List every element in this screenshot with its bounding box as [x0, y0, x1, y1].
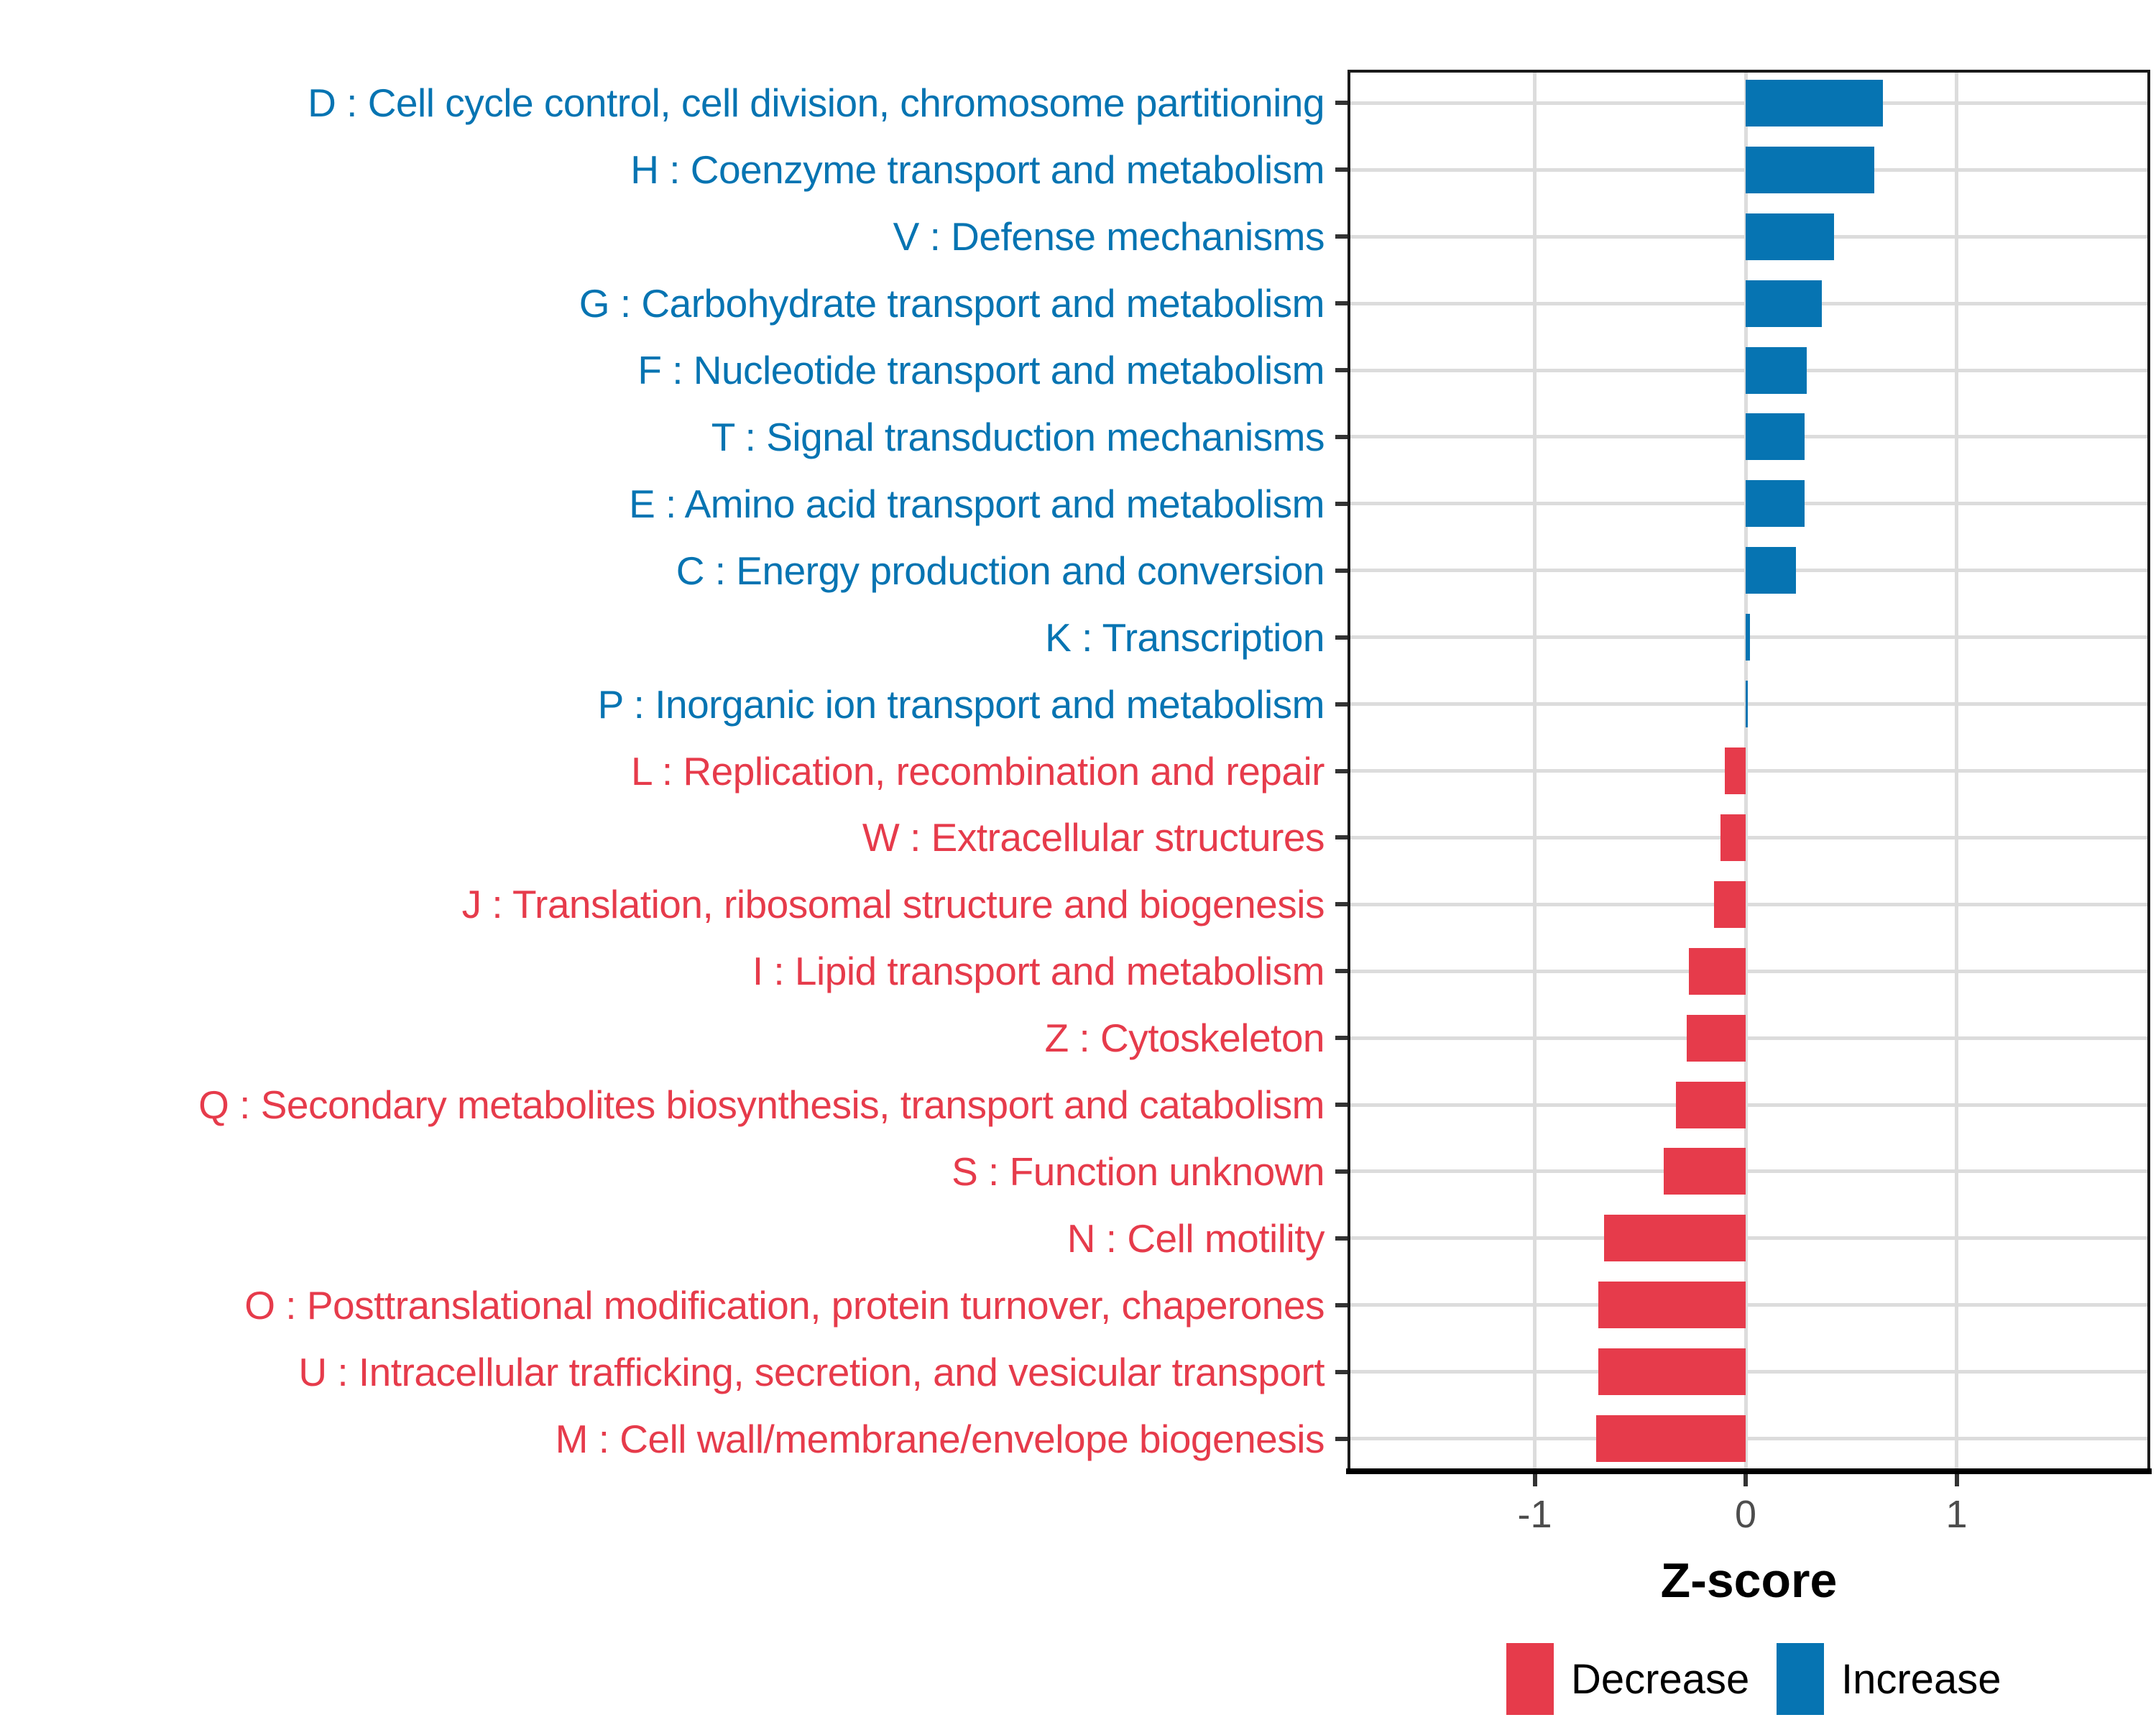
- x-axis-title: Z-score: [1660, 1553, 1838, 1608]
- bar-E: [1746, 480, 1805, 528]
- bar-S: [1663, 1148, 1746, 1195]
- gridline-row-N: [1350, 1236, 2147, 1241]
- bar-V: [1746, 213, 1835, 260]
- bar-M: [1595, 1415, 1746, 1463]
- gridline-row-U: [1350, 1370, 2147, 1374]
- bar-W: [1720, 814, 1746, 861]
- bar-I: [1688, 947, 1746, 995]
- x-tick-1: [1954, 1474, 1959, 1486]
- category-label-G: G : Carbohydrate transport and metabolis…: [579, 281, 1325, 326]
- y-tick-K: [1335, 635, 1348, 640]
- category-label-Z: Z : Cytoskeleton: [1044, 1016, 1325, 1061]
- bar-Q: [1676, 1081, 1746, 1128]
- gridline-row-W: [1350, 835, 2147, 840]
- y-tick-C: [1335, 568, 1348, 573]
- category-label-P: P : Inorganic ion transport and metaboli…: [597, 681, 1325, 727]
- y-tick-Q: [1335, 1103, 1348, 1108]
- gridline-row-I: [1350, 969, 2147, 973]
- category-label-S: S : Function unknown: [952, 1149, 1325, 1194]
- gridline-row-J: [1350, 902, 2147, 906]
- bar-F: [1746, 346, 1807, 394]
- bar-H: [1746, 146, 1875, 193]
- bar-N: [1604, 1215, 1746, 1262]
- y-tick-D: [1335, 101, 1348, 106]
- legend-key-decrease: [1506, 1643, 1554, 1715]
- y-tick-N: [1335, 1236, 1348, 1241]
- legend-label-decrease: Decrease: [1571, 1655, 1750, 1703]
- category-label-D: D : Cell cycle control, cell division, c…: [308, 80, 1325, 126]
- y-tick-L: [1335, 768, 1348, 773]
- y-tick-E: [1335, 501, 1348, 506]
- y-tick-Z: [1335, 1036, 1348, 1041]
- category-label-F: F : Nucleotide transport and metabolism: [637, 348, 1325, 393]
- x-tick-label-0: 0: [1734, 1493, 1757, 1536]
- category-label-L: L : Replication, recombination and repai…: [631, 748, 1325, 794]
- x-tick-label-1: 1: [1945, 1493, 1968, 1536]
- gridline-row-Z: [1350, 1036, 2147, 1040]
- category-label-K: K : Transcription: [1045, 615, 1325, 660]
- category-label-T: T : Signal transduction mechanisms: [711, 414, 1325, 459]
- bar-T: [1746, 413, 1805, 461]
- legend-label-increase: Increase: [1841, 1655, 2001, 1703]
- category-label-C: C : Energy production and conversion: [676, 548, 1325, 593]
- y-tick-U: [1335, 1369, 1348, 1374]
- gridline-row-Q: [1350, 1103, 2147, 1107]
- y-tick-I: [1335, 969, 1348, 974]
- gridline-row-L: [1350, 769, 2147, 773]
- y-tick-M: [1335, 1436, 1348, 1441]
- y-tick-H: [1335, 167, 1348, 172]
- bar-J: [1713, 880, 1746, 928]
- gridline-row-M: [1350, 1437, 2147, 1441]
- bar-Z: [1686, 1014, 1746, 1062]
- category-label-W: W : Extracellular structures: [862, 815, 1325, 860]
- x-tick-0: [1743, 1474, 1748, 1486]
- category-label-U: U : Intracellular trafficking, secretion…: [298, 1349, 1325, 1394]
- category-label-Q: Q : Secondary metabolites biosynthesis, …: [198, 1082, 1325, 1128]
- category-label-I: I : Lipid transport and metabolism: [752, 949, 1325, 994]
- bar-L: [1724, 748, 1746, 794]
- legend-key-increase: [1777, 1643, 1824, 1715]
- bar-G: [1746, 280, 1822, 327]
- y-tick-V: [1335, 234, 1348, 239]
- y-tick-F: [1335, 368, 1348, 373]
- gridline-row-S: [1350, 1169, 2147, 1174]
- bar-D: [1746, 79, 1883, 126]
- category-label-J: J : Translation, ribosomal structure and…: [461, 882, 1325, 927]
- y-tick-G: [1335, 301, 1348, 306]
- plot-panel: [1348, 70, 2150, 1472]
- bar-K: [1746, 614, 1750, 661]
- category-label-M: M : Cell wall/membrane/envelope biogenes…: [555, 1416, 1325, 1461]
- category-label-O: O : Posttranslational modification, prot…: [244, 1282, 1325, 1328]
- category-label-N: N : Cell motility: [1067, 1215, 1325, 1261]
- category-label-E: E : Amino acid transport and metabolism: [629, 481, 1325, 526]
- y-tick-W: [1335, 835, 1348, 840]
- bar-O: [1598, 1282, 1746, 1329]
- gridline-row-P: [1350, 702, 2147, 707]
- x-axis-line: [1346, 1468, 2152, 1474]
- y-tick-O: [1335, 1302, 1348, 1307]
- category-label-V: V : Defense mechanisms: [893, 214, 1325, 259]
- bar-P: [1746, 681, 1748, 728]
- bar-U: [1598, 1348, 1746, 1396]
- x-tick--1: [1532, 1474, 1537, 1486]
- gridline-row-O: [1350, 1303, 2147, 1307]
- category-label-H: H : Coenzyme transport and metabolism: [630, 147, 1325, 193]
- y-tick-S: [1335, 1169, 1348, 1174]
- y-tick-T: [1335, 434, 1348, 439]
- bar-C: [1746, 547, 1797, 594]
- y-tick-J: [1335, 902, 1348, 907]
- x-tick-label--1: -1: [1517, 1493, 1552, 1536]
- y-tick-P: [1335, 702, 1348, 707]
